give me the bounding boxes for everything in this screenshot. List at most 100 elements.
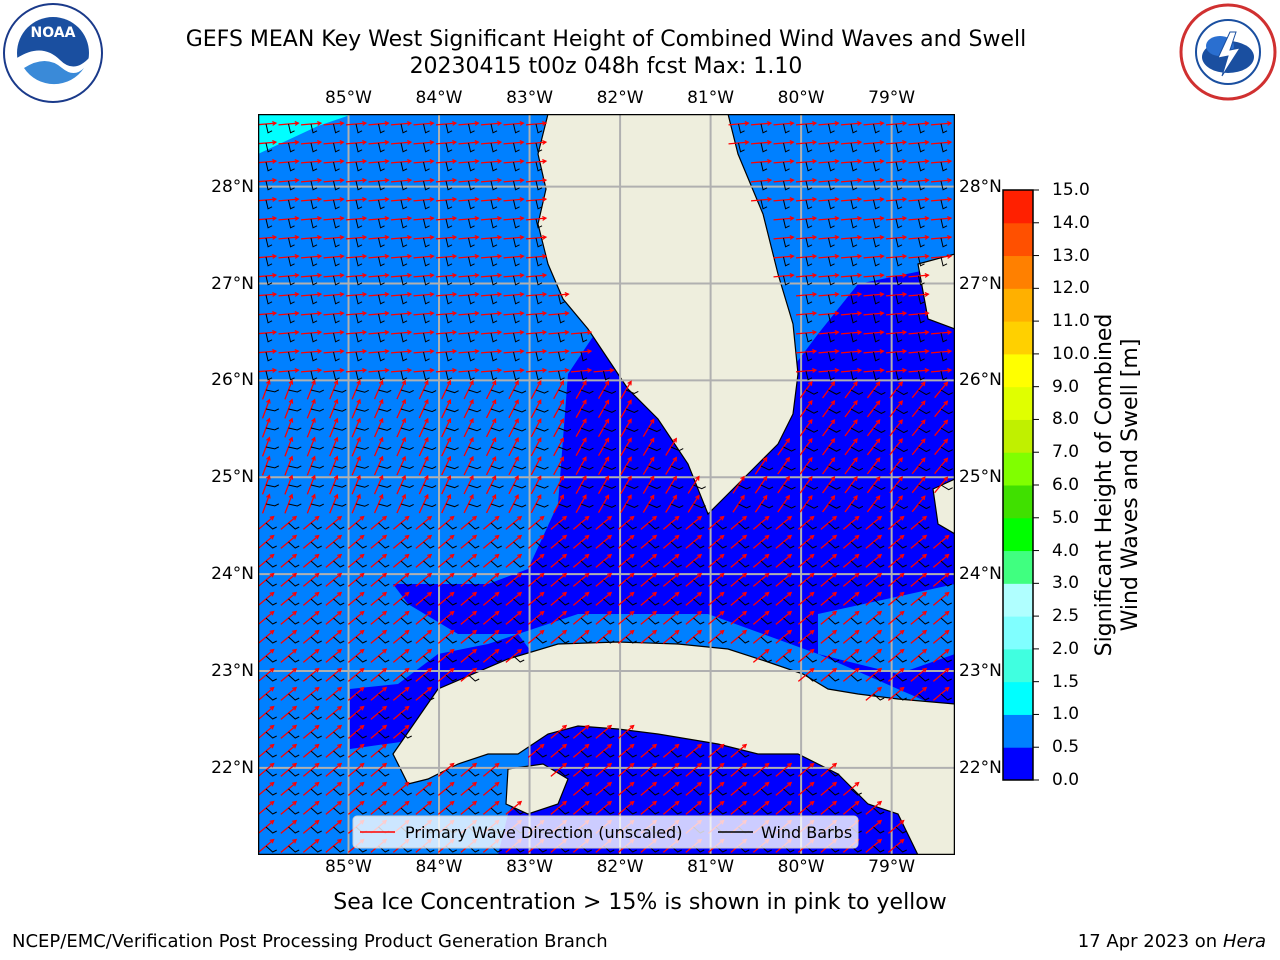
wave-arrow-head	[899, 610, 905, 616]
wind-barb	[558, 579, 570, 587]
wave-arrow-head	[542, 139, 548, 145]
wave-arrow-head	[629, 762, 635, 768]
wave-arrow-head	[832, 534, 838, 540]
wind-barb	[513, 123, 520, 134]
wave-arrow-head	[407, 367, 413, 373]
wind-barb	[828, 598, 840, 606]
wind-barb	[355, 674, 367, 682]
wave-arrow-head	[898, 419, 903, 425]
wave-arrow-head	[356, 398, 361, 404]
wind-barb	[468, 579, 480, 587]
wave-arrow-head	[474, 310, 480, 316]
wind-barb	[468, 218, 475, 229]
wave-arrow-head	[697, 553, 703, 559]
wind-barb	[400, 522, 412, 530]
wave-arrow-head	[944, 572, 950, 578]
wave-arrow-head	[294, 139, 300, 145]
wind-barb	[400, 123, 408, 134]
wind-barb	[400, 275, 408, 286]
wind-barb	[333, 655, 345, 663]
wind-barb	[693, 503, 706, 509]
wind-barb	[288, 123, 295, 134]
wind-barb	[355, 807, 367, 815]
wave-arrow-head	[830, 418, 836, 424]
wave-arrow-head	[317, 291, 323, 297]
wave-arrow-head	[542, 329, 548, 335]
wave-arrow-head	[607, 800, 613, 806]
wind-barb	[355, 199, 363, 210]
wave-arrow-head	[339, 234, 345, 240]
lon-label: 85°W	[325, 88, 372, 108]
wind-barb	[468, 389, 482, 394]
wind-barb	[783, 275, 790, 286]
wave-arrow-head	[429, 234, 435, 240]
wind-barb	[603, 522, 615, 530]
wind-barb	[805, 807, 817, 815]
wind-barb	[828, 313, 835, 324]
wave-arrow-head	[407, 234, 413, 240]
wave-arrow-head	[401, 398, 406, 404]
wind-barb	[288, 465, 302, 469]
wave-arrow-head	[559, 418, 564, 424]
wind-barb	[355, 351, 363, 362]
wind-barb	[648, 769, 660, 777]
wave-arrow-head	[378, 398, 384, 404]
wave-arrow-head	[362, 234, 368, 240]
wind-barb	[760, 598, 772, 606]
wave-arrow-head	[920, 381, 926, 387]
wave-arrow-head	[269, 553, 275, 559]
wind-barb	[265, 788, 277, 796]
wave-arrow-head	[311, 398, 316, 404]
wind-barb	[490, 617, 502, 625]
wind-barb	[445, 180, 453, 191]
wind-barb	[760, 579, 772, 587]
wave-arrow-head	[359, 724, 365, 730]
wind-barb	[918, 199, 925, 210]
wave-arrow-head	[947, 139, 953, 145]
wind-barb	[558, 313, 565, 324]
wave-arrow-head	[494, 572, 500, 578]
wind-barb	[625, 617, 637, 625]
wave-arrow-head	[672, 437, 677, 443]
wind-barb	[445, 218, 453, 229]
wave-arrow	[258, 350, 277, 354]
wind-barb	[423, 370, 430, 381]
wind-barb	[873, 617, 885, 625]
wind-barb	[558, 465, 572, 470]
wind-barb	[535, 218, 543, 229]
wind-barb	[738, 503, 751, 509]
wave-arrow-head	[449, 515, 455, 521]
wind-barb	[265, 199, 273, 210]
wind-barb	[603, 560, 615, 568]
wind-barb	[310, 294, 318, 305]
wind-barb	[310, 693, 322, 701]
wind-barb	[873, 313, 880, 324]
wave-arrow-head	[627, 418, 632, 424]
wind-barb	[873, 636, 885, 644]
wave-arrow-head	[474, 367, 480, 373]
wind-barb	[265, 655, 277, 663]
wind-barb	[558, 484, 572, 489]
wind-barb	[895, 617, 907, 625]
lat-label: 25°N	[959, 467, 1002, 488]
wind-barb	[400, 636, 412, 644]
wind-barb	[873, 826, 885, 834]
wind-barb	[445, 579, 457, 587]
wind-barb	[805, 370, 813, 381]
wind-barb	[850, 522, 862, 530]
wave-arrow-head	[266, 436, 271, 442]
wind-barb	[873, 693, 885, 701]
wind-barb	[445, 294, 453, 305]
wave-arrow-head	[404, 610, 410, 616]
wave-arrow-head	[853, 400, 858, 406]
wave-arrow-head	[809, 610, 815, 616]
wind-barb	[738, 560, 750, 568]
wind-barb	[828, 446, 841, 452]
lat-label: 24°N	[211, 564, 254, 585]
wind-barb	[265, 712, 277, 720]
wind-barb	[445, 408, 459, 413]
colorbar-tick-label: 0.5	[1052, 737, 1080, 758]
wind-barb	[333, 826, 345, 834]
wind-barb	[490, 351, 498, 362]
wave-arrow-head	[382, 724, 388, 730]
